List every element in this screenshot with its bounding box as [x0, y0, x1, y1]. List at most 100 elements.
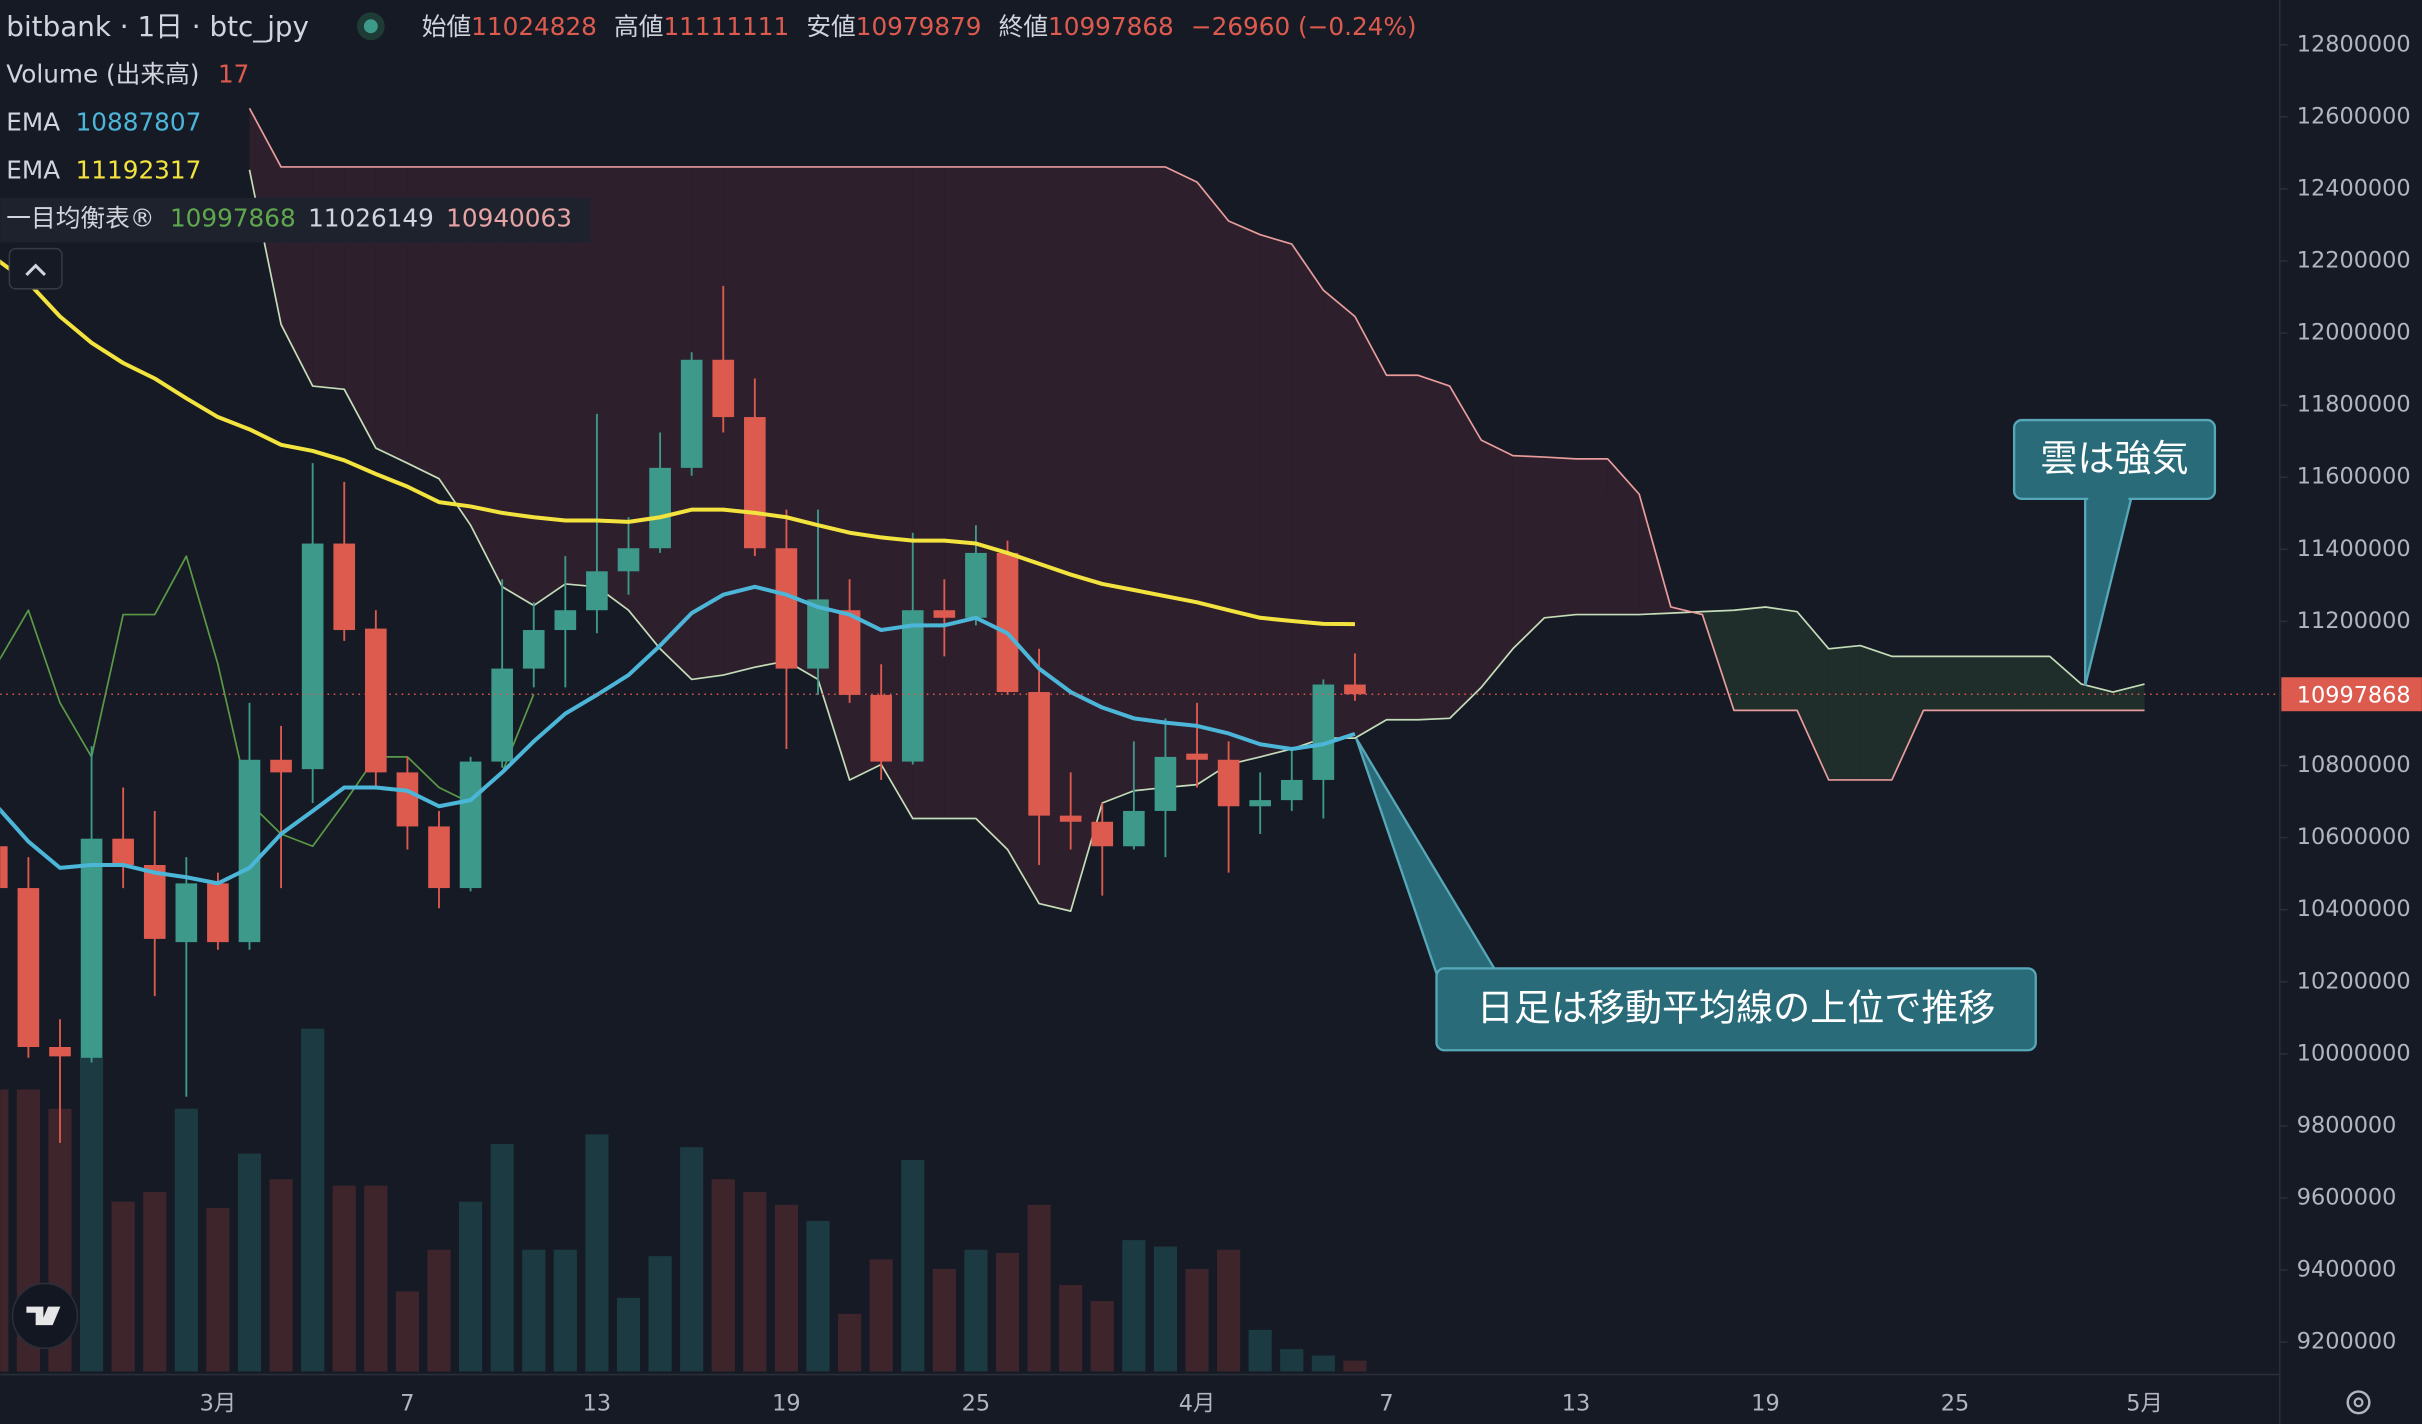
cloud-segment	[1797, 611, 1829, 780]
low-label: 安値	[806, 12, 855, 41]
candle-body	[965, 552, 987, 618]
candle-body	[712, 359, 735, 418]
candle-body	[586, 571, 608, 611]
x-tick-label: 19	[1751, 1390, 1779, 1416]
candle-body	[301, 543, 324, 770]
y-tick-label: 11400000	[2297, 536, 2411, 562]
x-tick-label: 13	[583, 1390, 611, 1416]
cloud-segment	[1955, 656, 1987, 711]
volume-bar	[79, 1057, 104, 1372]
cloud-segment	[1165, 166, 1198, 788]
candle-body	[49, 1046, 71, 1057]
cloud-segment	[1481, 440, 1513, 688]
y-tick-label: 12200000	[2297, 248, 2411, 274]
collapse-button[interactable]	[8, 247, 63, 290]
candle-body	[617, 548, 640, 572]
leading-span-b	[248, 107, 2145, 781]
y-tick-label: 12600000	[2297, 103, 2411, 129]
candle-body	[491, 668, 513, 762]
cloud-segment	[1386, 375, 1419, 720]
settings-icon-center	[2353, 1397, 2364, 1408]
volume-bar	[143, 1192, 167, 1372]
ichimoku-legend: 一目均衡表® 10997868 11026149 10940063	[6, 203, 572, 232]
cloud-segment	[1418, 375, 1450, 720]
cloud-segment	[975, 166, 1008, 850]
ichimoku-name: 一目均衡表®	[6, 203, 154, 232]
y-tick-label: 10800000	[2297, 752, 2411, 778]
ichimoku-value: 10997868	[170, 203, 296, 232]
cloud-segment	[1576, 458, 1608, 615]
volume-bar	[301, 1028, 325, 1372]
high-label: 高値	[614, 12, 663, 41]
y-tick-label: 10600000	[2297, 824, 2411, 850]
y-tick-label: 12400000	[2297, 175, 2411, 201]
y-tick-label: 11200000	[2297, 608, 2411, 634]
volume-bar	[332, 1185, 356, 1372]
volume-bar	[932, 1268, 956, 1372]
cloud-segment	[660, 166, 692, 680]
y-tick-label: 9400000	[2297, 1257, 2397, 1283]
volume-bar	[427, 1249, 451, 1372]
volume-bar	[111, 1201, 135, 1372]
volume-bar	[774, 1204, 799, 1372]
close-label: 終値	[999, 12, 1048, 41]
volume-bar	[490, 1143, 514, 1372]
callout-joint	[2088, 491, 2129, 501]
x-tick-label: 19	[772, 1390, 800, 1416]
plot-area	[0, 107, 2280, 1372]
cloud-segment	[1607, 458, 1640, 615]
x-tick-label: 5月	[2126, 1390, 2163, 1416]
candle-body	[112, 838, 134, 866]
candle-body	[1154, 756, 1177, 811]
candle-body	[17, 888, 40, 1047]
candle-body	[428, 826, 450, 889]
cloud-segment	[1891, 656, 1924, 780]
cloud-segment	[1102, 166, 1134, 804]
x-tick-label: 7	[400, 1390, 414, 1416]
ema-legend: EMA 11192317	[6, 155, 201, 184]
close-value: 10997868	[1048, 12, 1174, 41]
ichimoku-value: 11026149	[308, 203, 434, 232]
candle-body	[1091, 821, 1114, 847]
open-label: 始値	[422, 12, 471, 41]
cloud-segment	[407, 166, 439, 479]
x-tick-label: 4月	[1179, 1390, 1216, 1416]
volume-bar	[458, 1201, 483, 1372]
volume-bar	[1153, 1246, 1178, 1372]
callout-text: 日足は移動平均線の上位で推移	[1477, 987, 1996, 1030]
cloud-segment	[1765, 606, 1798, 711]
ema-value: 11192317	[76, 155, 202, 184]
x-tick-label: 7	[1379, 1390, 1393, 1416]
candle-body	[143, 865, 166, 939]
collapse-icon	[25, 263, 47, 277]
y-tick-label: 12800000	[2297, 31, 2411, 57]
cloud-segment	[628, 166, 661, 649]
volume-bar	[237, 1153, 262, 1372]
ohlc-legend: 始値11024828 高値11111111 安値10979879 終値10997…	[422, 12, 1417, 41]
cloud-segment	[2049, 656, 2082, 711]
lagging-span	[0, 555, 535, 848]
candle-body	[554, 610, 577, 631]
candle-body	[1344, 684, 1366, 695]
cloud-segment	[438, 166, 471, 526]
candle-body	[459, 761, 482, 889]
candle-body	[238, 759, 261, 943]
ema-name: EMA	[6, 108, 60, 137]
settings-icon[interactable]	[2346, 1390, 2371, 1415]
ichimoku-value: 10940063	[446, 203, 572, 232]
cloud-segment	[1512, 455, 1545, 649]
volume-bar	[0, 1089, 9, 1372]
candle-body	[901, 610, 924, 762]
volume-bar	[1311, 1355, 1335, 1372]
open-value: 11024828	[471, 12, 597, 41]
candle-body	[80, 838, 103, 1058]
cloud-segment	[1133, 166, 1166, 791]
volume-bar	[648, 1256, 672, 1372]
cloud-segment	[1228, 221, 1261, 765]
candle-body	[270, 759, 292, 773]
volume-bar	[174, 1108, 198, 1372]
cloud-segment	[1923, 656, 1956, 711]
cloud-segment	[1197, 182, 1229, 785]
volume-bar	[1280, 1349, 1304, 1372]
